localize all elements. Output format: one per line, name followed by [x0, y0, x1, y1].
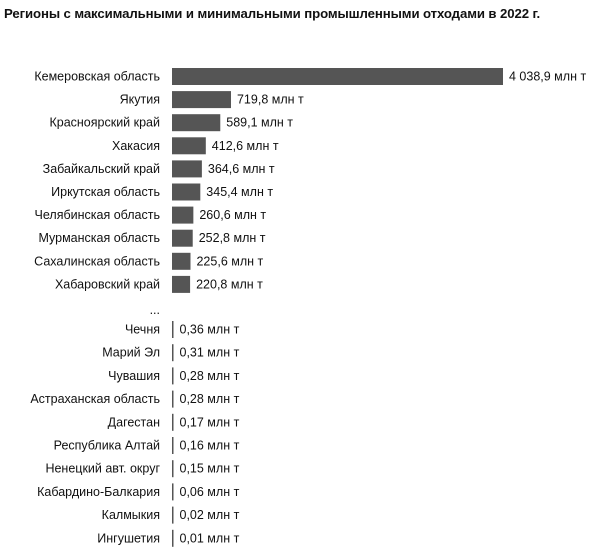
value-label: 0,01 млн т — [180, 531, 240, 545]
category-label: Иркутская область — [51, 185, 160, 199]
bar-row-9: Сахалинская область 225,6 млн т — [34, 252, 264, 270]
category-label: Ненецкий авт. округ — [45, 462, 160, 476]
bar — [172, 68, 503, 85]
bar-row-19: Калмыкия 0,02 млн т — [102, 506, 240, 524]
category-label: Якутия — [120, 93, 160, 107]
bar — [172, 483, 174, 501]
bar — [172, 91, 231, 109]
value-label: 589,1 млн т — [226, 116, 293, 130]
chart-title: Регионы с максимальными и минимальными п… — [4, 6, 541, 21]
value-label: 220,8 млн т — [196, 277, 263, 291]
value-label: 4 038,9 млн т — [509, 70, 586, 84]
bar — [172, 137, 206, 155]
category-label: Республика Алтай — [54, 439, 160, 453]
value-label: 260,6 млн т — [199, 208, 266, 222]
bar-row-2: Якутия 719,8 млн т — [120, 91, 304, 109]
bar — [172, 390, 174, 408]
category-label: Красноярский край — [49, 116, 160, 130]
bar — [172, 460, 174, 478]
category-label: Чувашия — [108, 369, 160, 383]
bar-row-18: Кабардино-Балкария 0,06 млн т — [37, 483, 240, 501]
category-label: Астраханская область — [30, 392, 160, 406]
bar-row-7: Челябинская область 260,6 млн т — [35, 206, 266, 224]
category-label: Чечня — [125, 323, 160, 337]
bar-row-3: Красноярский край 589,1 млн т — [49, 114, 293, 132]
category-label: Мурманская область — [38, 231, 160, 245]
gap-ellipsis: ... — [150, 303, 160, 317]
bar-row-4: Хакасия 412,6 млн т — [112, 137, 279, 155]
value-label: 225,6 млн т — [196, 254, 263, 268]
value-label: 252,8 млн т — [199, 231, 266, 245]
bar — [172, 437, 174, 454]
bar — [172, 367, 174, 385]
category-label: Хакасия — [112, 139, 160, 153]
category-label: Сахалинская область — [34, 254, 160, 268]
bar — [172, 114, 221, 132]
bar-row-20: Ингушетия 0,01 млн т — [97, 529, 240, 547]
bar — [172, 344, 174, 362]
value-label: 364,6 млн т — [208, 162, 275, 176]
bar-row-6: Иркутская область 345,4 млн т — [51, 183, 273, 201]
bar-row-8: Мурманская область 252,8 млн т — [38, 229, 266, 247]
bar — [172, 413, 174, 431]
bar-row-13: Чувашия 0,28 млн т — [108, 367, 240, 385]
bar — [172, 275, 191, 293]
value-label: 0,17 млн т — [180, 415, 240, 429]
bar-row-15: Дагестан 0,17 млн т — [108, 413, 240, 431]
value-label: 0,28 млн т — [180, 392, 240, 406]
category-label: Забайкальский край — [43, 162, 160, 176]
bar — [172, 183, 201, 201]
value-label: 0,31 млн т — [180, 346, 240, 360]
bar — [172, 229, 193, 247]
value-label: 345,4 млн т — [206, 185, 273, 199]
bar-row-1: Кемеровская область 4 038,9 млн т — [34, 68, 586, 85]
bar — [172, 252, 191, 270]
category-label: Ингушетия — [97, 531, 160, 545]
category-label: Кабардино-Балкария — [37, 485, 160, 499]
bar — [172, 206, 194, 224]
bar — [172, 506, 174, 524]
bar-row-11: Чечня 0,36 млн т — [125, 321, 240, 338]
value-label: 0,28 млн т — [180, 369, 240, 383]
value-label: 0,02 млн т — [180, 508, 240, 522]
value-label: 0,06 млн т — [180, 485, 240, 499]
category-label: Челябинская область — [35, 208, 160, 222]
bar — [172, 160, 202, 178]
bar-row-14: Астраханская область 0,28 млн т — [30, 390, 240, 408]
bar — [172, 529, 174, 547]
value-label: 719,8 млн т — [237, 93, 304, 107]
bar — [172, 321, 174, 338]
bar-row-10: Хабаровский край 220,8 млн т — [55, 275, 263, 293]
category-label: Хабаровский край — [55, 277, 160, 291]
bar-row-5: Забайкальский край 364,6 млн т — [43, 160, 275, 178]
bar-row-12: Марий Эл 0,31 млн т — [102, 344, 240, 362]
category-label: Кемеровская область — [34, 70, 160, 84]
value-label: 0,15 млн т — [180, 462, 240, 476]
value-label: 0,16 млн т — [180, 439, 240, 453]
bar-row-17: Ненецкий авт. округ 0,15 млн т — [45, 460, 240, 478]
bar-row-16: Республика Алтай 0,16 млн т — [54, 437, 240, 454]
category-label: Марий Эл — [102, 346, 160, 360]
value-label: 412,6 млн т — [212, 139, 279, 153]
value-label: 0,36 млн т — [180, 323, 240, 337]
category-label: Дагестан — [108, 415, 160, 429]
category-label: Калмыкия — [102, 508, 160, 522]
